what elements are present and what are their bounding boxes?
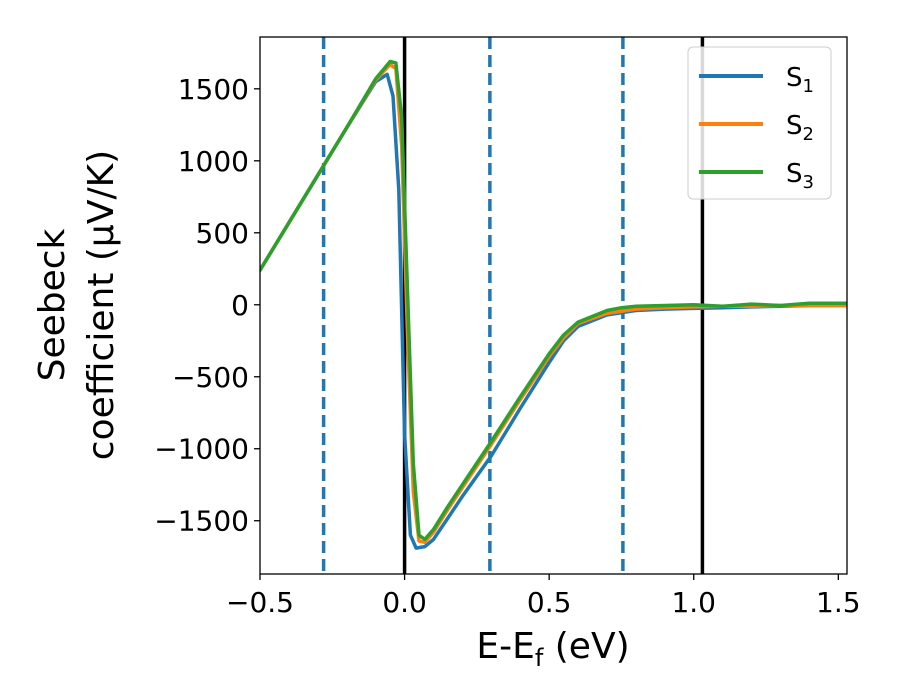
legend-label-2: S2 bbox=[786, 111, 814, 145]
y-axis-label-line2: coefficient (μV/K) bbox=[81, 150, 122, 460]
x-tick-label: 0.5 bbox=[527, 586, 572, 619]
y-tick-label: 1500 bbox=[178, 73, 249, 106]
x-axis-label: E-Ef (eV) bbox=[476, 626, 629, 672]
x-tick-label: 1.5 bbox=[816, 586, 861, 619]
y-tick-label: −1000 bbox=[154, 433, 249, 466]
x-tick-label: 0.0 bbox=[382, 586, 427, 619]
plot-frame bbox=[259, 36, 848, 575]
legend: S1 S2 S3 bbox=[687, 46, 832, 200]
series-line-3 bbox=[260, 59, 847, 542]
y-axis-label-line1: Seebeck bbox=[32, 228, 73, 381]
x-tick-label: −0.5 bbox=[226, 586, 294, 619]
legend-label-1: S1 bbox=[786, 63, 814, 97]
y-tick-label: −1500 bbox=[154, 505, 249, 538]
y-tick-label: 500 bbox=[196, 217, 249, 250]
series-lines bbox=[260, 59, 847, 550]
y-tick-label: 1000 bbox=[178, 145, 249, 178]
x-tick-label: 1.0 bbox=[671, 586, 716, 619]
y-tick-label: −500 bbox=[172, 361, 249, 394]
y-axis-label: Seebeck coefficient (μV/K) bbox=[32, 150, 122, 460]
legend-label-3: S3 bbox=[786, 159, 814, 193]
y-tick-label: 0 bbox=[231, 289, 249, 322]
y-axis-ticks: −1500 −1000 −500 0 500 1000 1500 bbox=[154, 73, 260, 538]
x-axis-ticks: −0.5 0.0 0.5 1.0 1.5 bbox=[226, 574, 861, 619]
